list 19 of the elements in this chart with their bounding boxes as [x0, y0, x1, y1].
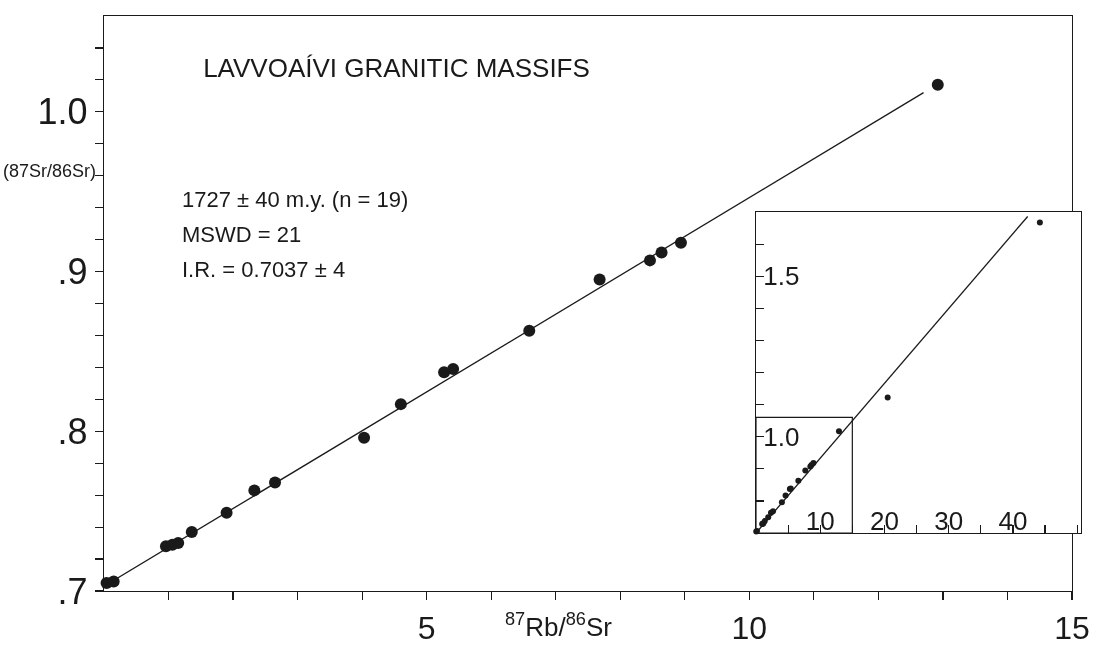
y-tick-label: 1.0: [763, 421, 800, 452]
annotation: I.R. = 0.7037 ± 4: [182, 257, 346, 282]
x-tick-label: 5: [417, 609, 436, 646]
x-axis-title: $^{87}$Rb/$^{86}$Sr: [505, 609, 613, 642]
y-tick-label: .8: [57, 410, 88, 452]
text: LAVVOAÍVI GRANITIC MASSIFS: [203, 53, 590, 84]
x-tick-label: 15: [1054, 609, 1090, 646]
y-axis-title: (87Sr/86Sr): [3, 161, 97, 181]
y-tick-label: 1.0: [37, 91, 88, 133]
x-tick-label: 30: [934, 505, 964, 536]
annotation: 1727 ± 40 m.y. (n = 19): [182, 187, 409, 212]
y-tick-label: .7: [57, 570, 88, 612]
y-tick-label: .9: [57, 251, 88, 293]
x-tick-label: 20: [870, 505, 899, 536]
annotation: MSWD = 21: [182, 222, 302, 247]
x-tick-label: 40: [998, 505, 1028, 536]
x-tick-label: 10: [805, 505, 835, 536]
x-tick-label: 10: [731, 609, 768, 646]
y-tick-label: 1.5: [763, 261, 800, 292]
